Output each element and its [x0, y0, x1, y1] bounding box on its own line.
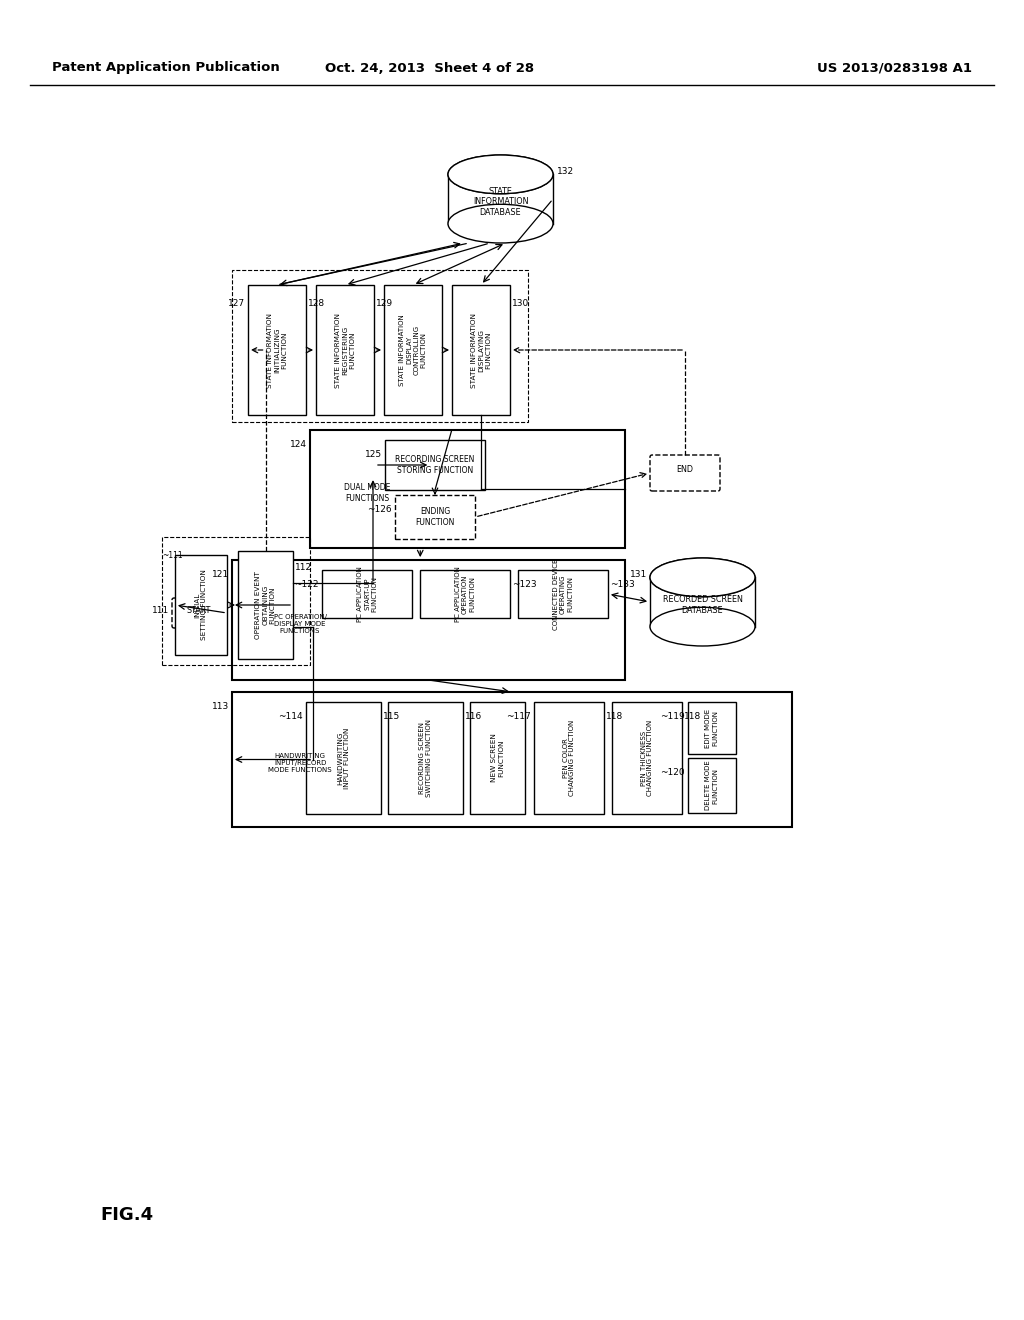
Text: 128: 128	[308, 300, 326, 308]
Text: CONNECTED DEVICE
OPERATING
FUNCTION: CONNECTED DEVICE OPERATING FUNCTION	[553, 558, 573, 630]
Text: 112: 112	[295, 564, 312, 572]
Text: Patent Application Publication: Patent Application Publication	[52, 62, 280, 74]
Text: HANDWRITING
INPUT/RECORD
MODE FUNCTIONS: HANDWRITING INPUT/RECORD MODE FUNCTIONS	[268, 754, 332, 774]
Text: PC APPLICATION
OPERATION
FUNCTION: PC APPLICATION OPERATION FUNCTION	[455, 566, 475, 622]
FancyBboxPatch shape	[172, 598, 227, 628]
Bar	[248, 285, 306, 414]
Text: 116: 116	[465, 711, 482, 721]
Bar	[232, 271, 528, 422]
Text: 131: 131	[630, 570, 647, 579]
Text: ENDING
FUNCTION: ENDING FUNCTION	[416, 507, 455, 527]
Text: 111: 111	[152, 606, 169, 615]
Ellipse shape	[650, 558, 755, 597]
Bar	[385, 440, 485, 490]
Text: Oct. 24, 2013  Sheet 4 of 28: Oct. 24, 2013 Sheet 4 of 28	[326, 62, 535, 74]
Text: PEN COLOR
CHANGING FUNCTION: PEN COLOR CHANGING FUNCTION	[562, 719, 575, 796]
Text: 132: 132	[557, 168, 574, 176]
Text: 121: 121	[212, 570, 229, 579]
Text: 118: 118	[606, 711, 624, 721]
Bar	[322, 570, 412, 618]
Text: DELETE MODE
FUNCTION: DELETE MODE FUNCTION	[706, 760, 719, 810]
Ellipse shape	[449, 154, 553, 194]
Text: HANDWRITING
INPUT FUNCTION: HANDWRITING INPUT FUNCTION	[337, 727, 350, 788]
Text: STATE INFORMATION
DISPLAY
CONTROLLING
FUNCTION: STATE INFORMATION DISPLAY CONTROLLING FU…	[399, 314, 427, 385]
Text: ~123: ~123	[512, 579, 537, 589]
Text: STATE INFORMATION
DISPLAYING
FUNCTION: STATE INFORMATION DISPLAYING FUNCTION	[471, 313, 490, 388]
Bar	[306, 702, 381, 814]
Text: ~114: ~114	[279, 711, 303, 721]
Text: PC APPLICATION
START-UP
FUNCTION: PC APPLICATION START-UP FUNCTION	[357, 566, 377, 622]
Text: END: END	[677, 465, 693, 474]
Bar	[175, 554, 227, 655]
Text: 127: 127	[228, 300, 245, 308]
Text: 129: 129	[376, 300, 393, 308]
Bar	[534, 702, 604, 814]
Bar	[452, 285, 510, 414]
Text: FIG.4: FIG.4	[100, 1206, 154, 1224]
Text: EDIT MODE
FUNCTION: EDIT MODE FUNCTION	[706, 709, 719, 747]
Bar	[650, 577, 755, 627]
Text: ~119: ~119	[660, 711, 685, 721]
Bar	[162, 537, 310, 665]
Text: 113: 113	[212, 702, 229, 711]
Text: RECORDING SCREEN
STORING FUNCTION: RECORDING SCREEN STORING FUNCTION	[395, 455, 475, 475]
Bar	[316, 285, 374, 414]
Text: RECORDED SCREEN
DATABASE: RECORDED SCREEN DATABASE	[663, 595, 742, 615]
Text: ~111: ~111	[162, 550, 182, 560]
Bar	[420, 570, 510, 618]
Ellipse shape	[650, 558, 755, 597]
Text: PEN THICKNESS
CHANGING FUNCTION: PEN THICKNESS CHANGING FUNCTION	[640, 719, 653, 796]
Bar	[310, 430, 625, 548]
Text: 125: 125	[365, 450, 382, 459]
Text: ~120: ~120	[660, 768, 685, 777]
Text: NEW SCREEN
FUNCTION: NEW SCREEN FUNCTION	[490, 734, 504, 783]
Text: ~133: ~133	[610, 579, 635, 589]
Text: DUAL MODE
FUNCTIONS: DUAL MODE FUNCTIONS	[344, 483, 390, 503]
FancyBboxPatch shape	[650, 455, 720, 491]
Bar	[395, 495, 475, 539]
Text: PC OPERATION/
DISPLAY MODE
FUNCTIONS: PC OPERATION/ DISPLAY MODE FUNCTIONS	[273, 614, 327, 634]
Text: 115: 115	[383, 711, 400, 721]
Text: 124: 124	[290, 440, 307, 449]
Text: 118: 118	[684, 711, 701, 721]
Text: ~122: ~122	[295, 579, 319, 589]
Bar	[449, 174, 553, 223]
Text: START: START	[186, 606, 211, 615]
Ellipse shape	[650, 607, 755, 645]
Bar	[238, 550, 293, 659]
Bar	[688, 702, 736, 754]
Text: ~126: ~126	[368, 506, 392, 513]
Bar	[470, 702, 525, 814]
Bar	[384, 285, 442, 414]
Text: STATE
INFORMATION
DATABASE: STATE INFORMATION DATABASE	[473, 187, 528, 216]
Text: STATE INFORMATION
INITIALIZING
FUNCTION: STATE INFORMATION INITIALIZING FUNCTION	[267, 313, 287, 388]
Text: OPERATION EVENT
OBTAINING
FUNCTION: OPERATION EVENT OBTAINING FUNCTION	[256, 572, 275, 639]
Text: STATE INFORMATION
REGISTERING
FUNCTION: STATE INFORMATION REGISTERING FUNCTION	[335, 313, 355, 388]
Bar	[688, 758, 736, 813]
Text: ~117: ~117	[506, 711, 531, 721]
Ellipse shape	[449, 154, 553, 194]
Bar	[388, 702, 463, 814]
Ellipse shape	[449, 205, 553, 243]
Text: 130: 130	[512, 300, 529, 308]
Text: RECORDING SCREEN
SWITCHING FUNCTION: RECORDING SCREEN SWITCHING FUNCTION	[419, 719, 432, 797]
Bar	[232, 560, 625, 680]
Bar	[612, 702, 682, 814]
Text: US 2013/0283198 A1: US 2013/0283198 A1	[817, 62, 972, 74]
Bar	[518, 570, 608, 618]
Bar	[232, 692, 792, 828]
Text: INITIAL
SETTING FUNCTION: INITIAL SETTING FUNCTION	[195, 569, 208, 640]
